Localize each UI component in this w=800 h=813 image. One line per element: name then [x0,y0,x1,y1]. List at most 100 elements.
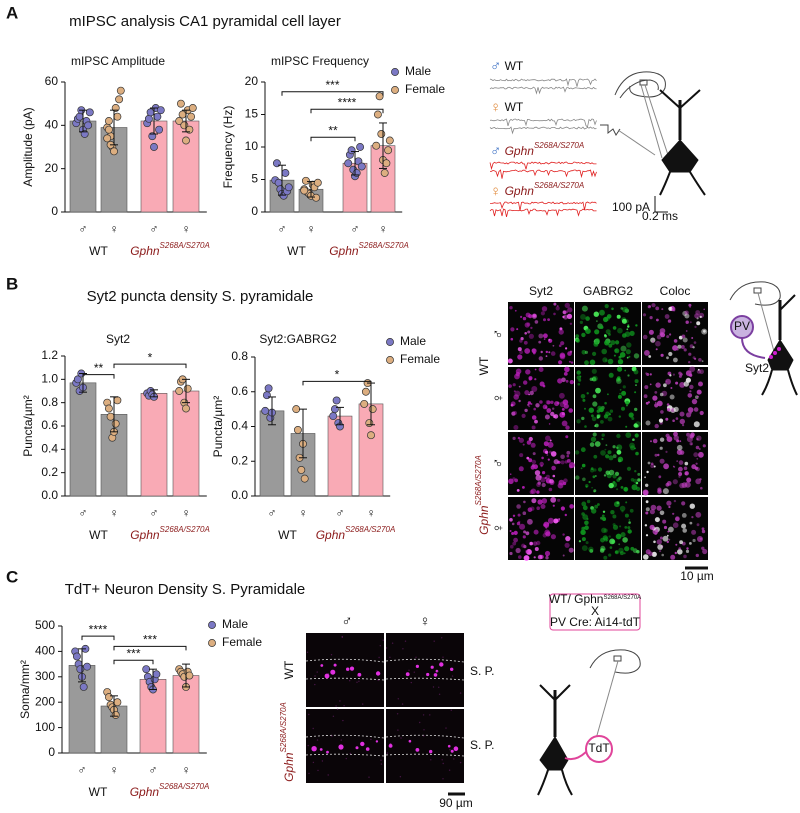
traces: ♂ WT ♀ WT ♂ GphnS268A/S270A ♀ GphnS268A/… [489,58,678,223]
puncta [651,551,657,557]
background-signal [423,735,425,737]
puncta [672,512,675,515]
data-point [182,136,190,145]
puncta [696,523,700,527]
puncta [526,440,532,445]
background-signal [336,708,339,710]
puncta [644,350,650,356]
category-label: ♂ [278,222,287,236]
group-sup: S268A/S270A [359,241,409,250]
data-point [332,396,341,405]
legend-label: Male [400,334,426,348]
puncta [531,459,537,465]
trace [489,208,597,217]
puncta [576,375,581,380]
trace [489,126,597,135]
column-header: Coloc [660,284,691,298]
scale-label: 90 µm [439,796,473,810]
puncta [618,476,622,480]
puncta [666,534,669,537]
puncta [614,501,620,508]
category-label: ♂ [336,506,345,520]
y-tick-label: 300 [35,669,55,683]
y-tick-label: 400 [35,644,55,658]
puncta [584,350,589,354]
puncta [518,399,521,403]
puncta [602,517,607,521]
cell [346,667,350,671]
puncta [543,333,548,339]
puncta [568,360,571,363]
significance-bracket [310,108,384,114]
category-label: ♂ [268,506,277,520]
group-name: WT [89,785,108,799]
data-point [187,112,196,121]
puncta [676,460,679,462]
puncta [590,436,597,443]
puncta [610,340,616,346]
category-label: ♂ [78,763,87,777]
cell [311,746,317,752]
bar-chart: Syt2:GABRG2 Puncta/µm² 0.0 0.2 0.4 0.6 0.8 ♂ ♀ ♂ ♀… [211,332,440,542]
puncta [609,546,613,549]
puncta [530,442,536,448]
puncta [629,330,635,336]
puncta [696,438,699,441]
puncta [553,518,559,524]
puncta [550,497,557,503]
puncta [563,372,568,376]
puncta [685,377,692,383]
puncta [612,326,617,330]
group-name: Gphn [329,244,359,258]
puncta [602,510,606,513]
background-signal [442,762,444,765]
puncta [666,408,671,412]
background-signal [379,645,381,647]
puncta [689,503,695,509]
puncta [528,405,531,408]
significance-label: *** [126,646,140,660]
puncta [653,465,656,468]
puncta [633,353,640,359]
puncta [596,320,598,322]
puncta [516,521,521,526]
puncta [678,472,683,476]
background-signal [317,769,319,772]
puncta [533,464,538,470]
puncta [550,351,556,356]
puncta [586,392,589,395]
puncta [647,461,651,465]
puncta [675,381,679,385]
puncta [654,423,659,429]
puncta [516,489,520,492]
cell [405,672,410,677]
puncta [695,462,698,465]
puncta [516,504,521,509]
puncta [696,321,701,326]
puncta [619,392,621,395]
row-genotype: WT [477,356,491,375]
background-signal [442,778,444,780]
background-signal [386,752,389,754]
significance-label: **** [338,95,357,109]
background-signal [380,759,382,761]
background-signal [400,737,402,739]
puncta [598,407,604,413]
puncta [604,334,607,337]
y-tick-label: 0.4 [41,442,58,456]
puncta [541,456,544,460]
panel-title: TdT+ Neuron Density S. Pyramidale [65,581,306,598]
puncta [513,537,518,543]
puncta [534,419,538,424]
puncta [682,311,688,316]
data-point [103,134,112,143]
puncta [608,535,611,538]
background-signal [429,714,431,716]
micrograph [386,709,464,783]
background-signal [391,642,394,644]
data-point [113,698,122,707]
puncta [645,401,649,405]
puncta [672,345,678,351]
puncta [686,477,692,483]
puncta [525,549,529,554]
